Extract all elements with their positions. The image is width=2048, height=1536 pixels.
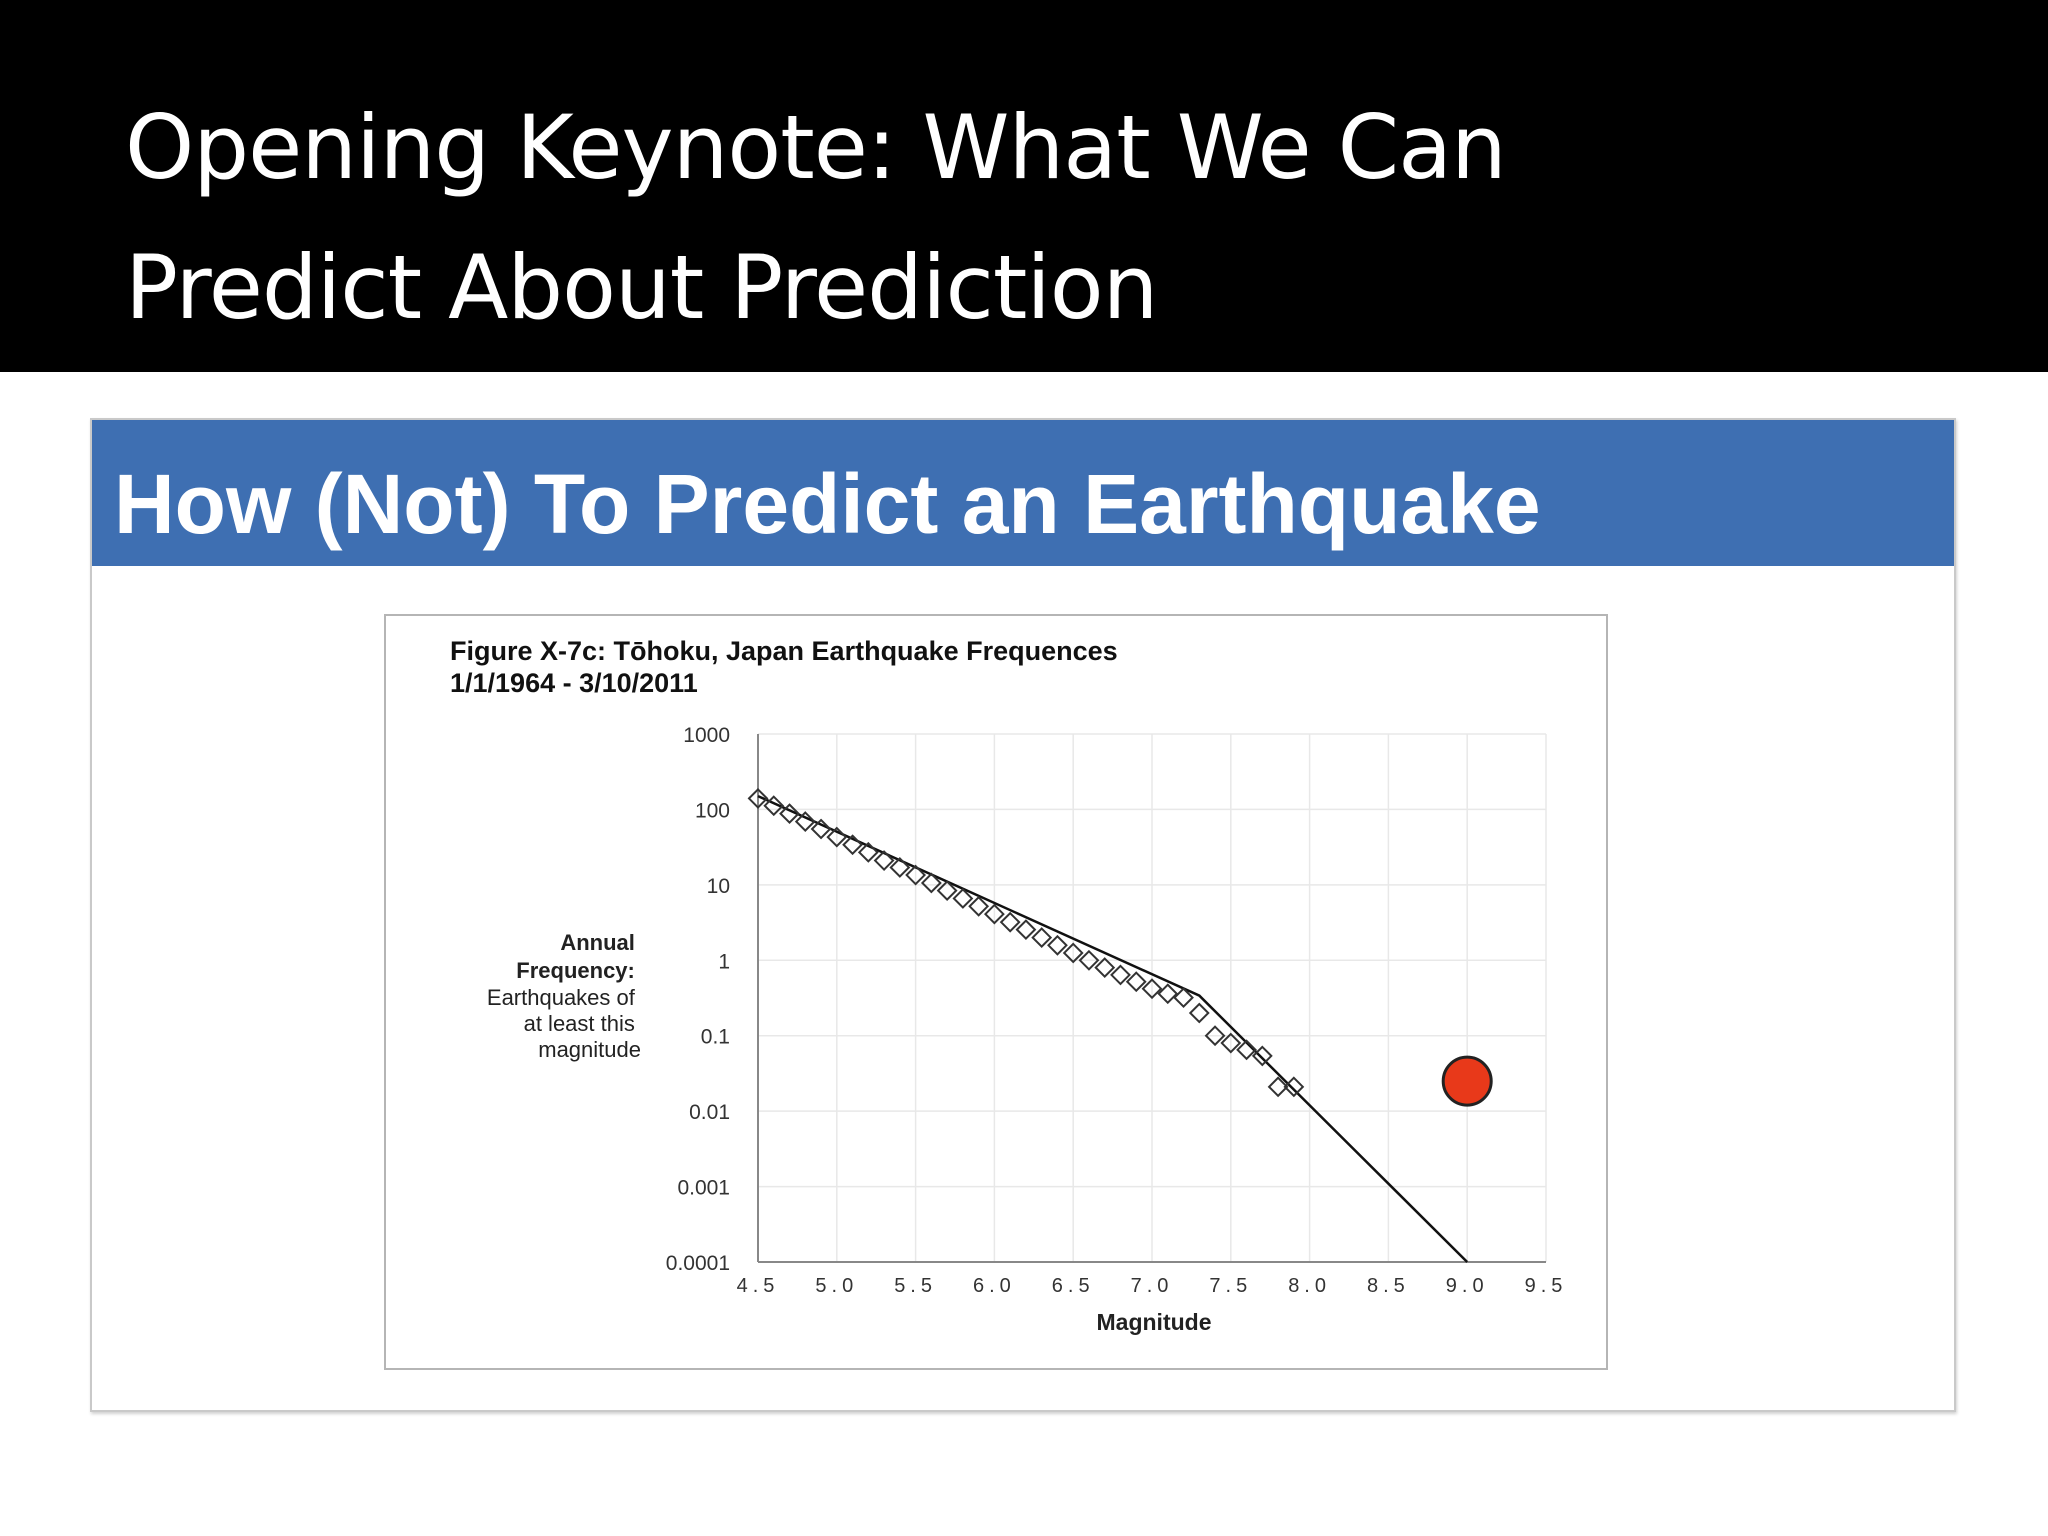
y-axis-label: Annual Frequency: Earthquakes of at leas…: [487, 930, 641, 1062]
data-point-diamond: [1078, 949, 1100, 971]
data-point-diamond: [1204, 1025, 1226, 1047]
y-tick-label: 10: [707, 875, 730, 898]
data-point-diamond: [1236, 1039, 1257, 1061]
y-axis-label-line-1: Annual: [560, 930, 635, 955]
data-point-diamond: [873, 850, 895, 871]
data-point-diamond: [936, 880, 958, 901]
x-tick-label: 6.0: [973, 1275, 1016, 1297]
y-axis-label-line-3: Earthquakes of: [487, 985, 636, 1010]
x-tick-label: 9.5: [1525, 1275, 1568, 1297]
slide-title: How (Not) To Predict an Earthquake: [114, 457, 1541, 551]
y-tick-label: 1000: [683, 724, 730, 747]
presentation-title-line-1: Opening Keynote: What We Can: [125, 96, 1507, 199]
y-tick-label: 100: [695, 799, 730, 822]
presentation-title: Opening Keynote: What We Can Predict Abo…: [125, 78, 1925, 358]
data-point-diamond: [1015, 919, 1037, 941]
data-point-diamond: [1173, 987, 1194, 1009]
plot-area: 1000 100 10 1 0.1 0.01 0.001 0.0001 4.5 5.0 5.5 6.0…: [666, 724, 1568, 1297]
data-point-diamond: [747, 787, 769, 809]
data-point-diamond: [1141, 978, 1163, 1000]
data-point-diamond: [952, 888, 974, 909]
data-point-diamond: [1188, 1002, 1210, 1024]
data-point-diamond: [1251, 1045, 1273, 1067]
data-point-diamond: [826, 826, 848, 848]
data-point-diamond: [779, 803, 800, 825]
x-tick-label: 4.5: [737, 1275, 780, 1297]
y-tick-label: 0.1: [701, 1026, 730, 1049]
data-point-diamond: [857, 841, 879, 863]
y-axis-label-line-4: at least this: [524, 1011, 635, 1036]
data-point-diamond: [905, 864, 927, 886]
data-point-diamond: [1031, 927, 1053, 948]
data-point-diamond: [810, 818, 832, 840]
data-point-diamond: [794, 811, 816, 832]
data-point-diamond: [842, 834, 863, 856]
x-axis-label: Magnitude: [1097, 1309, 1212, 1335]
header-bar: Opening Keynote: What We Can Predict Abo…: [0, 0, 2048, 372]
slide-title-banner: How (Not) To Predict an Earthquake: [92, 420, 1954, 566]
y-axis-label-line-5: magnitude: [538, 1037, 641, 1062]
y-tick-label: 0.01: [689, 1101, 730, 1124]
x-tick-label: 5.5: [894, 1275, 937, 1297]
data-point-diamond: [1220, 1032, 1242, 1054]
data-point-diamond: [763, 795, 785, 817]
data-point-diamond: [1157, 983, 1179, 1005]
data-point-diamond: [1062, 942, 1084, 964]
data-point-diamond: [1267, 1076, 1289, 1098]
x-tick-label: 7.0: [1131, 1275, 1174, 1297]
chart-subtitle: 1/1/1964 - 3/10/2011: [450, 668, 698, 698]
chart-title: Figure X-7c: Tōhoku, Japan Earthquake Fr…: [450, 636, 1118, 666]
data-point-diamond: [1094, 957, 1116, 979]
data-point-diamond: [920, 872, 942, 894]
data-point-diamond: [1283, 1076, 1305, 1098]
x-tick-label: 6.5: [1052, 1275, 1095, 1297]
presentation-title-line-2: Predict About Prediction: [125, 236, 1158, 339]
data-point-diamond: [1125, 971, 1147, 993]
data-point-diamond: [1110, 964, 1131, 986]
x-tick-label: 7.5: [1209, 1275, 1252, 1297]
data-point-diamond: [1047, 934, 1068, 956]
data-point-diamond: [983, 903, 1005, 925]
x-tick-label: 8.0: [1288, 1275, 1331, 1297]
x-tick-label: 9.0: [1446, 1275, 1489, 1297]
y-tick-label: 1: [718, 950, 730, 973]
data-point-diamond: [889, 857, 911, 878]
data-point-diamond: [999, 911, 1021, 933]
highlight-point-circle: [1441, 1055, 1493, 1107]
y-tick-label: 0.0001: [666, 1252, 730, 1275]
x-tick-label: 5.0: [815, 1275, 858, 1297]
chart-frame: Figure X-7c: Tōhoku, Japan Earthquake Fr…: [384, 614, 1608, 1370]
earthquake-frequency-chart: Figure X-7c: Tōhoku, Japan Earthquake Fr…: [450, 636, 1568, 1335]
fit-line: [757, 794, 1469, 1263]
x-tick-label: 8.5: [1367, 1275, 1410, 1297]
y-axis-label-line-2: Frequency:: [516, 958, 635, 983]
y-tick-label: 0.001: [677, 1177, 730, 1200]
data-point-diamond: [968, 895, 990, 917]
